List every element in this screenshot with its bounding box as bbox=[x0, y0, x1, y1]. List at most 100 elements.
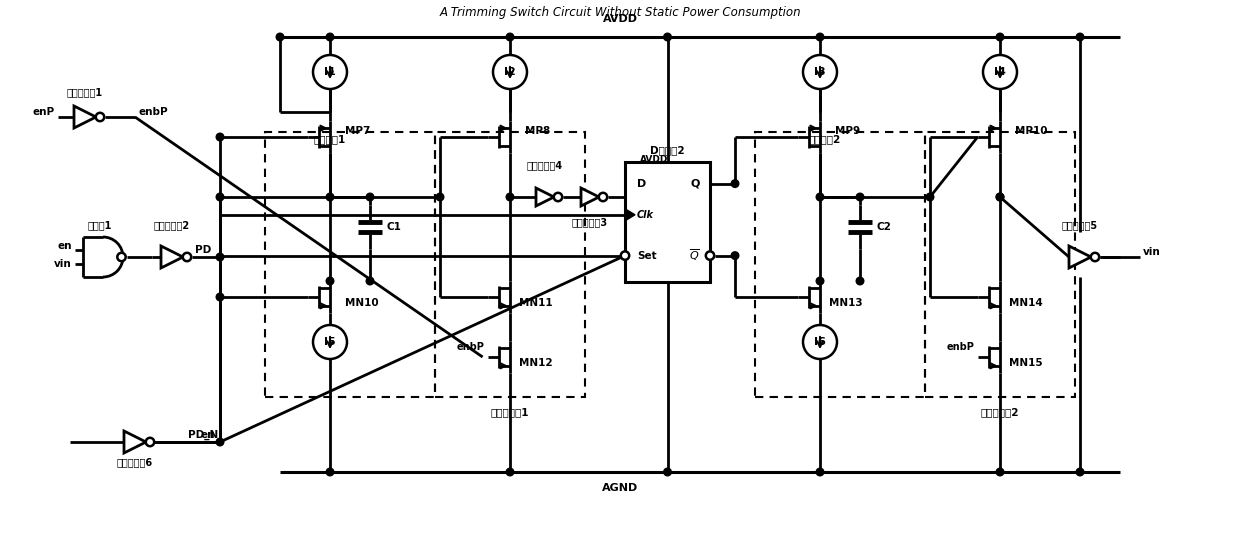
Circle shape bbox=[366, 277, 373, 285]
Polygon shape bbox=[161, 246, 184, 268]
Circle shape bbox=[1091, 253, 1099, 261]
Circle shape bbox=[804, 325, 837, 359]
Text: I5: I5 bbox=[324, 337, 336, 347]
Text: enbP: enbP bbox=[456, 342, 485, 352]
Circle shape bbox=[494, 55, 527, 89]
Circle shape bbox=[926, 193, 934, 201]
Text: AVDD: AVDD bbox=[603, 14, 637, 24]
Text: 与非门1: 与非门1 bbox=[88, 220, 112, 230]
Circle shape bbox=[599, 193, 608, 201]
Text: I2: I2 bbox=[505, 67, 516, 77]
Text: MP9: MP9 bbox=[835, 126, 861, 136]
Text: MP8: MP8 bbox=[525, 126, 551, 136]
Text: 时延模块1: 时延模块1 bbox=[314, 134, 346, 144]
Circle shape bbox=[856, 193, 864, 201]
Circle shape bbox=[95, 113, 104, 121]
Circle shape bbox=[663, 33, 671, 41]
Circle shape bbox=[554, 193, 562, 201]
Polygon shape bbox=[74, 106, 95, 128]
Circle shape bbox=[366, 193, 373, 201]
Circle shape bbox=[816, 468, 823, 476]
Circle shape bbox=[996, 33, 1004, 41]
Text: enbP: enbP bbox=[946, 342, 975, 352]
Text: MN11: MN11 bbox=[520, 298, 553, 308]
Circle shape bbox=[312, 55, 347, 89]
Circle shape bbox=[996, 193, 1004, 201]
Text: I1: I1 bbox=[324, 67, 336, 77]
Text: 时延模块2: 时延模块2 bbox=[808, 134, 841, 144]
Text: I6: I6 bbox=[815, 337, 826, 347]
Text: C2: C2 bbox=[875, 222, 890, 232]
Text: en: en bbox=[57, 241, 72, 251]
Circle shape bbox=[216, 293, 223, 301]
Polygon shape bbox=[625, 209, 635, 221]
Circle shape bbox=[1076, 33, 1084, 41]
Circle shape bbox=[436, 193, 444, 201]
Text: Clk: Clk bbox=[637, 210, 653, 220]
Text: D: D bbox=[637, 179, 646, 188]
Circle shape bbox=[816, 193, 823, 201]
Circle shape bbox=[621, 251, 629, 260]
Text: I4: I4 bbox=[994, 67, 1006, 77]
Text: MN15: MN15 bbox=[1009, 358, 1043, 368]
Text: 数字反相器5: 数字反相器5 bbox=[1061, 220, 1099, 230]
Text: en: en bbox=[201, 430, 215, 440]
Polygon shape bbox=[124, 431, 146, 453]
Circle shape bbox=[326, 468, 334, 476]
Circle shape bbox=[277, 33, 284, 41]
Text: AVDD: AVDD bbox=[640, 155, 668, 163]
Circle shape bbox=[118, 253, 125, 261]
Circle shape bbox=[506, 33, 513, 41]
Text: enP: enP bbox=[33, 107, 55, 117]
Text: 数字反相器3: 数字反相器3 bbox=[572, 217, 608, 227]
Polygon shape bbox=[582, 188, 599, 206]
Circle shape bbox=[216, 253, 223, 261]
Circle shape bbox=[216, 193, 223, 201]
Text: 数字反相器4: 数字反相器4 bbox=[527, 160, 563, 170]
Text: AGND: AGND bbox=[601, 483, 639, 493]
FancyBboxPatch shape bbox=[625, 162, 711, 282]
Circle shape bbox=[1076, 468, 1084, 476]
Text: MN13: MN13 bbox=[830, 298, 863, 308]
Circle shape bbox=[732, 180, 739, 187]
Circle shape bbox=[663, 468, 671, 476]
Circle shape bbox=[816, 33, 823, 41]
Text: 数字反相器2: 数字反相器2 bbox=[154, 220, 190, 230]
Circle shape bbox=[706, 251, 714, 260]
Circle shape bbox=[216, 438, 223, 446]
Circle shape bbox=[326, 193, 334, 201]
Text: I3: I3 bbox=[815, 67, 826, 77]
Polygon shape bbox=[1069, 246, 1091, 268]
Text: C1: C1 bbox=[386, 222, 401, 232]
Text: MP10: MP10 bbox=[1016, 126, 1048, 136]
Text: PD: PD bbox=[195, 245, 211, 255]
Circle shape bbox=[804, 55, 837, 89]
Circle shape bbox=[182, 253, 191, 261]
Circle shape bbox=[996, 468, 1004, 476]
Circle shape bbox=[146, 438, 154, 446]
Circle shape bbox=[216, 133, 223, 141]
Text: 数字反相器6: 数字反相器6 bbox=[117, 457, 153, 467]
Text: vin: vin bbox=[55, 259, 72, 269]
Circle shape bbox=[983, 55, 1017, 89]
Text: 模拟反相器1: 模拟反相器1 bbox=[491, 407, 529, 417]
Polygon shape bbox=[536, 188, 554, 206]
Circle shape bbox=[506, 468, 513, 476]
Text: MN14: MN14 bbox=[1009, 298, 1043, 308]
Text: $\overline{Q}$: $\overline{Q}$ bbox=[689, 248, 701, 264]
Text: Q: Q bbox=[691, 179, 701, 188]
Circle shape bbox=[996, 193, 1004, 201]
Text: enbP: enbP bbox=[138, 107, 167, 117]
Circle shape bbox=[732, 252, 739, 259]
Text: 数字反相器1: 数字反相器1 bbox=[67, 87, 103, 97]
Text: MN12: MN12 bbox=[520, 358, 553, 368]
Text: MP7: MP7 bbox=[345, 126, 371, 136]
Circle shape bbox=[816, 277, 823, 285]
Text: 模拟反相器2: 模拟反相器2 bbox=[981, 407, 1019, 417]
Circle shape bbox=[312, 325, 347, 359]
Text: A Trimming Switch Circuit Without Static Power Consumption: A Trimming Switch Circuit Without Static… bbox=[439, 5, 801, 18]
Circle shape bbox=[856, 277, 864, 285]
Circle shape bbox=[326, 277, 334, 285]
Circle shape bbox=[506, 193, 513, 201]
Circle shape bbox=[326, 33, 334, 41]
